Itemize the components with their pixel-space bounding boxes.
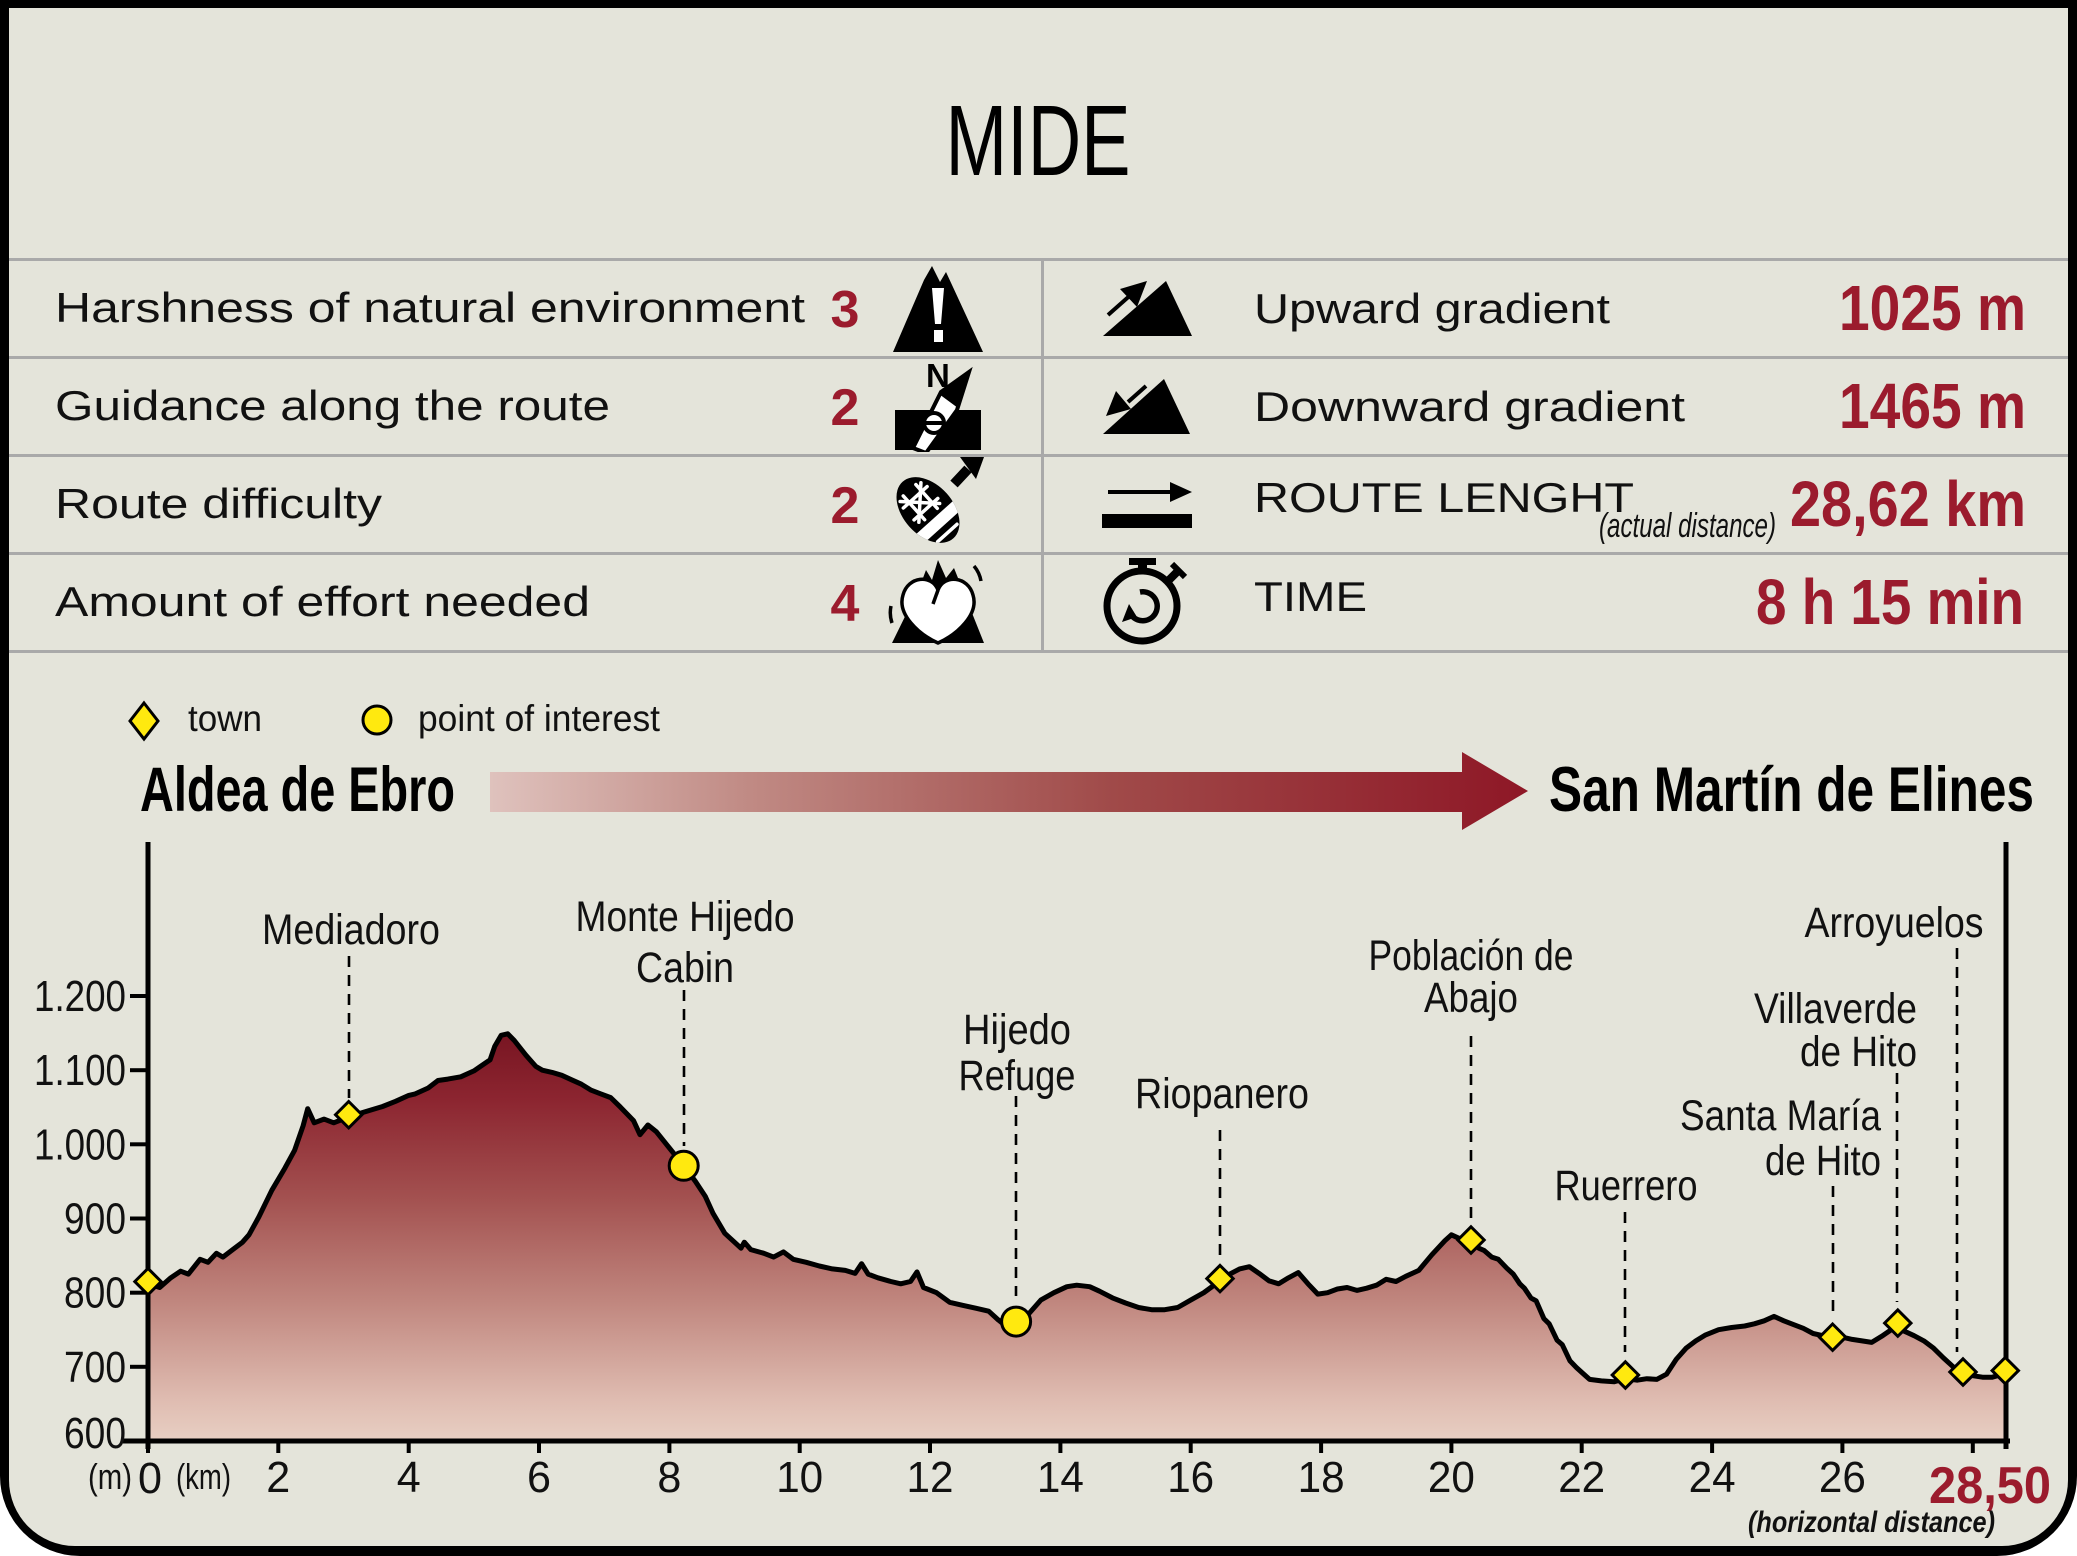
svg-text:Arroyuelos: Arroyuelos xyxy=(1805,899,1984,947)
svg-text:(horizontal distance): (horizontal distance) xyxy=(1748,1506,1995,1539)
svg-text:town: town xyxy=(188,698,262,739)
svg-text:28,50: 28,50 xyxy=(1929,1457,2051,1515)
svg-text:N: N xyxy=(926,360,950,394)
svg-text:24: 24 xyxy=(1689,1453,1736,1502)
svg-text:(actual distance): (actual distance) xyxy=(1599,507,1776,545)
svg-text:12: 12 xyxy=(907,1453,954,1502)
svg-text:MIDE: MIDE xyxy=(946,85,1131,197)
svg-text:Amount of effort needed: Amount of effort needed xyxy=(55,578,590,625)
svg-text:Refuge: Refuge xyxy=(959,1052,1076,1100)
svg-text:800: 800 xyxy=(64,1269,126,1318)
svg-text:Aldea de Ebro: Aldea de Ebro xyxy=(140,755,455,825)
svg-text:22: 22 xyxy=(1558,1453,1605,1502)
svg-text:Población de: Población de xyxy=(1369,932,1574,980)
svg-text:3: 3 xyxy=(831,281,860,339)
svg-text:Guidance along the route: Guidance along the route xyxy=(55,382,610,429)
svg-text:26: 26 xyxy=(1819,1453,1866,1502)
svg-text:900: 900 xyxy=(64,1195,126,1244)
svg-text:de Hito: de Hito xyxy=(1800,1028,1917,1076)
svg-text:Cabin: Cabin xyxy=(636,944,734,992)
svg-text:Route difficulty: Route difficulty xyxy=(55,480,382,527)
svg-text:1.200: 1.200 xyxy=(34,972,126,1021)
svg-text:Harshness of natural environme: Harshness of natural environment xyxy=(55,284,805,331)
svg-text:700: 700 xyxy=(64,1343,126,1392)
svg-text:2: 2 xyxy=(831,379,860,437)
svg-text:Riopanero: Riopanero xyxy=(1135,1070,1309,1118)
svg-text:8 h 15 min: 8 h 15 min xyxy=(1756,566,2024,638)
svg-text:1025 m: 1025 m xyxy=(1839,272,2026,344)
svg-text:2: 2 xyxy=(266,1453,290,1502)
svg-text:(km): (km) xyxy=(176,1456,231,1497)
svg-text:8: 8 xyxy=(657,1453,681,1502)
svg-text:14: 14 xyxy=(1037,1453,1084,1502)
svg-text:TIME: TIME xyxy=(1254,573,1367,620)
svg-text:4: 4 xyxy=(831,575,860,633)
svg-text:Abajo: Abajo xyxy=(1424,974,1518,1022)
svg-text:0: 0 xyxy=(138,1454,162,1503)
svg-text:1.000: 1.000 xyxy=(34,1120,126,1169)
svg-text:4: 4 xyxy=(397,1453,421,1502)
svg-text:16: 16 xyxy=(1167,1453,1214,1502)
svg-text:1465 m: 1465 m xyxy=(1839,370,2026,442)
svg-text:San Martín de Elines: San Martín de Elines xyxy=(1549,755,2034,825)
svg-text:2: 2 xyxy=(831,477,860,535)
svg-text:Upward gradient: Upward gradient xyxy=(1254,285,1610,332)
svg-text:18: 18 xyxy=(1298,1453,1345,1502)
svg-text:Villaverde: Villaverde xyxy=(1754,985,1917,1033)
svg-text:ROUTE LENGHT: ROUTE LENGHT xyxy=(1254,474,1634,521)
svg-text:Santa María: Santa María xyxy=(1680,1092,1881,1140)
svg-text:Ruerrero: Ruerrero xyxy=(1555,1162,1698,1210)
svg-text:point of interest: point of interest xyxy=(418,698,661,739)
svg-text:6: 6 xyxy=(527,1453,551,1502)
svg-text:600: 600 xyxy=(64,1409,126,1458)
svg-text:1.100: 1.100 xyxy=(34,1046,126,1095)
svg-text:(m): (m) xyxy=(88,1456,132,1497)
svg-text:28,62 km: 28,62 km xyxy=(1790,468,2026,540)
svg-text:de Hito: de Hito xyxy=(1765,1137,1881,1185)
svg-text:Monte Hijedo: Monte Hijedo xyxy=(576,893,795,941)
svg-text:20: 20 xyxy=(1428,1453,1475,1502)
svg-text:10: 10 xyxy=(776,1453,823,1502)
svg-text:Downward gradient: Downward gradient xyxy=(1254,383,1685,430)
svg-text:Hijedo: Hijedo xyxy=(963,1006,1071,1054)
svg-text:Mediadoro: Mediadoro xyxy=(262,906,440,954)
